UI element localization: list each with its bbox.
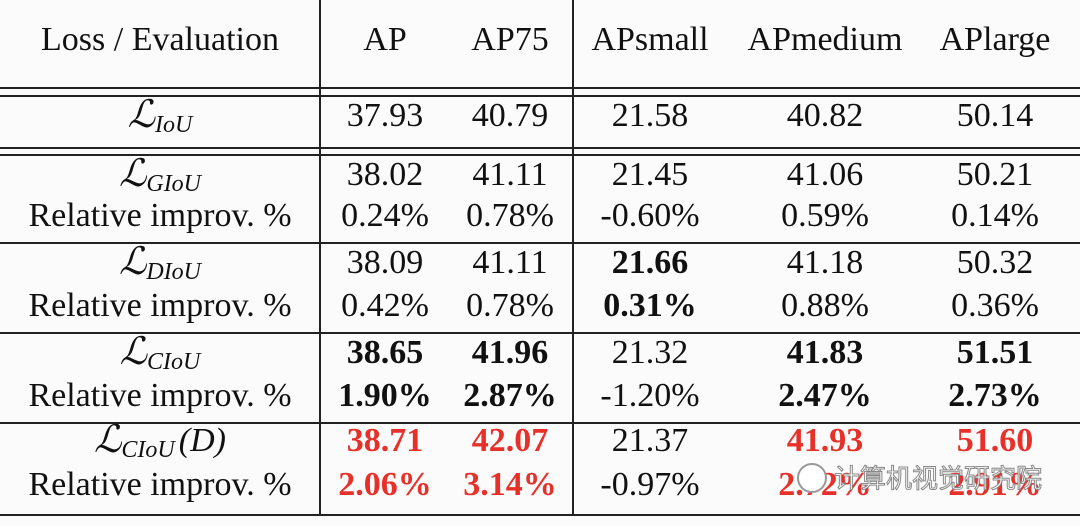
cell: 2.47% <box>778 377 872 414</box>
cell: 42.07 <box>472 422 549 459</box>
loss-symbol: ℒ <box>94 419 123 461</box>
cell: 37.93 <box>347 97 424 134</box>
header-cell: APlarge <box>940 21 1051 58</box>
header-cell: AP <box>363 21 406 58</box>
row: ℒGIoU 38.02 41.11 21.45 41.06 50.21 <box>119 153 1033 197</box>
cell: 40.79 <box>472 97 549 134</box>
cell: 0.14% <box>951 197 1039 234</box>
cell: 38.09 <box>347 244 424 281</box>
loss-symbol: ℒ <box>120 331 149 373</box>
row-label: ℒIoU <box>128 94 194 138</box>
row: ℒCIoU (D) 38.71 42.07 21.37 41.93 51.60 <box>94 419 1033 463</box>
cell: 0.59% <box>781 197 869 234</box>
row-label: ℒGIoU <box>119 153 203 197</box>
cell: 0.88% <box>781 287 869 324</box>
cell: 0.24% <box>341 197 429 234</box>
cell: 21.58 <box>612 97 689 134</box>
header-cell: APmedium <box>748 21 903 58</box>
cell: 41.06 <box>787 156 864 193</box>
row: ℒDIoU 38.09 41.11 21.66 41.18 50.32 <box>119 241 1033 285</box>
cell: 50.21 <box>957 156 1034 193</box>
watermark: 计算机视觉研究院 <box>797 463 1043 495</box>
cell: 21.37 <box>612 422 689 459</box>
loss-symbol: ℒ <box>119 153 148 195</box>
cell: 2.06% <box>338 466 432 503</box>
loss-subscript: IoU <box>154 112 194 138</box>
cell: 41.11 <box>472 244 547 281</box>
row: ℒIoU 37.93 40.79 21.58 40.82 50.14 <box>128 94 1034 138</box>
cell: 51.60 <box>957 422 1034 459</box>
row-label: Relative improv. % <box>28 377 291 414</box>
header-cell: Loss / Evaluation <box>41 21 279 58</box>
row: Relative improv. % 0.24% 0.78% -0.60% 0.59% 0… <box>28 197 1038 234</box>
cell: 0.42% <box>341 287 429 324</box>
cell: 1.90% <box>338 377 432 414</box>
cell: 21.45 <box>612 156 689 193</box>
watermark-icon <box>797 463 827 493</box>
watermark-text: 计算机视觉研究院 <box>834 465 1042 495</box>
loss-subscript: DIoU <box>145 259 202 285</box>
cell: 21.66 <box>612 244 689 281</box>
cell: 0.78% <box>466 287 554 324</box>
loss-subscript: CIoU <box>147 349 202 375</box>
cell: 0.78% <box>466 197 554 234</box>
cell: 0.36% <box>951 287 1039 324</box>
loss-symbol: ℒ <box>128 94 157 136</box>
cell: 51.51 <box>957 334 1034 371</box>
loss-suffix: (D) <box>179 422 226 459</box>
row: Relative improv. % 1.90% 2.87% -1.20% 2.47% 2… <box>28 377 1041 414</box>
cell: 41.83 <box>787 334 864 371</box>
loss-symbol: ℒ <box>119 241 148 283</box>
cell: 50.14 <box>957 97 1034 134</box>
cell: 0.31% <box>603 287 697 324</box>
header-cell: APsmall <box>591 21 708 58</box>
cell: 3.14% <box>463 466 557 503</box>
cell: 50.32 <box>957 244 1034 281</box>
row-label: ℒCIoU <box>120 331 202 375</box>
cell: -1.20% <box>600 377 699 414</box>
cell: 41.18 <box>787 244 864 281</box>
cell: 38.65 <box>347 334 424 371</box>
cell: 21.32 <box>612 334 689 371</box>
header-cell: AP75 <box>471 21 548 58</box>
row-label: Relative improv. % <box>28 287 291 324</box>
cell: 41.96 <box>472 334 549 371</box>
cell: 40.82 <box>787 97 864 134</box>
loss-subscript: GIoU <box>146 171 202 197</box>
cell: 2.91% <box>948 466 1042 503</box>
cell: 38.02 <box>347 156 424 193</box>
cell: -0.97% <box>600 466 699 503</box>
row: Relative improv. % 0.42% 0.78% 0.31% 0.88% 0.… <box>28 287 1038 324</box>
cell: -0.60% <box>600 197 699 234</box>
cell: 41.93 <box>787 422 864 459</box>
cell: 2.87% <box>463 377 557 414</box>
row: ℒCIoU 38.65 41.96 21.32 41.83 51.51 <box>120 331 1034 375</box>
row-label: ℒCIoU (D) <box>94 419 226 463</box>
row-label: Relative improv. % <box>28 197 291 234</box>
row-label: Relative improv. % <box>28 466 291 503</box>
row: Relative improv. %2.06%3.14%-0.97%2.72%2… <box>28 466 1041 503</box>
cell: 38.71 <box>347 422 424 459</box>
loss-subscript: CIoU <box>121 437 176 463</box>
cell: 2.73% <box>948 377 1042 414</box>
cell: 41.11 <box>472 156 547 193</box>
row-label: ℒDIoU <box>119 241 203 285</box>
